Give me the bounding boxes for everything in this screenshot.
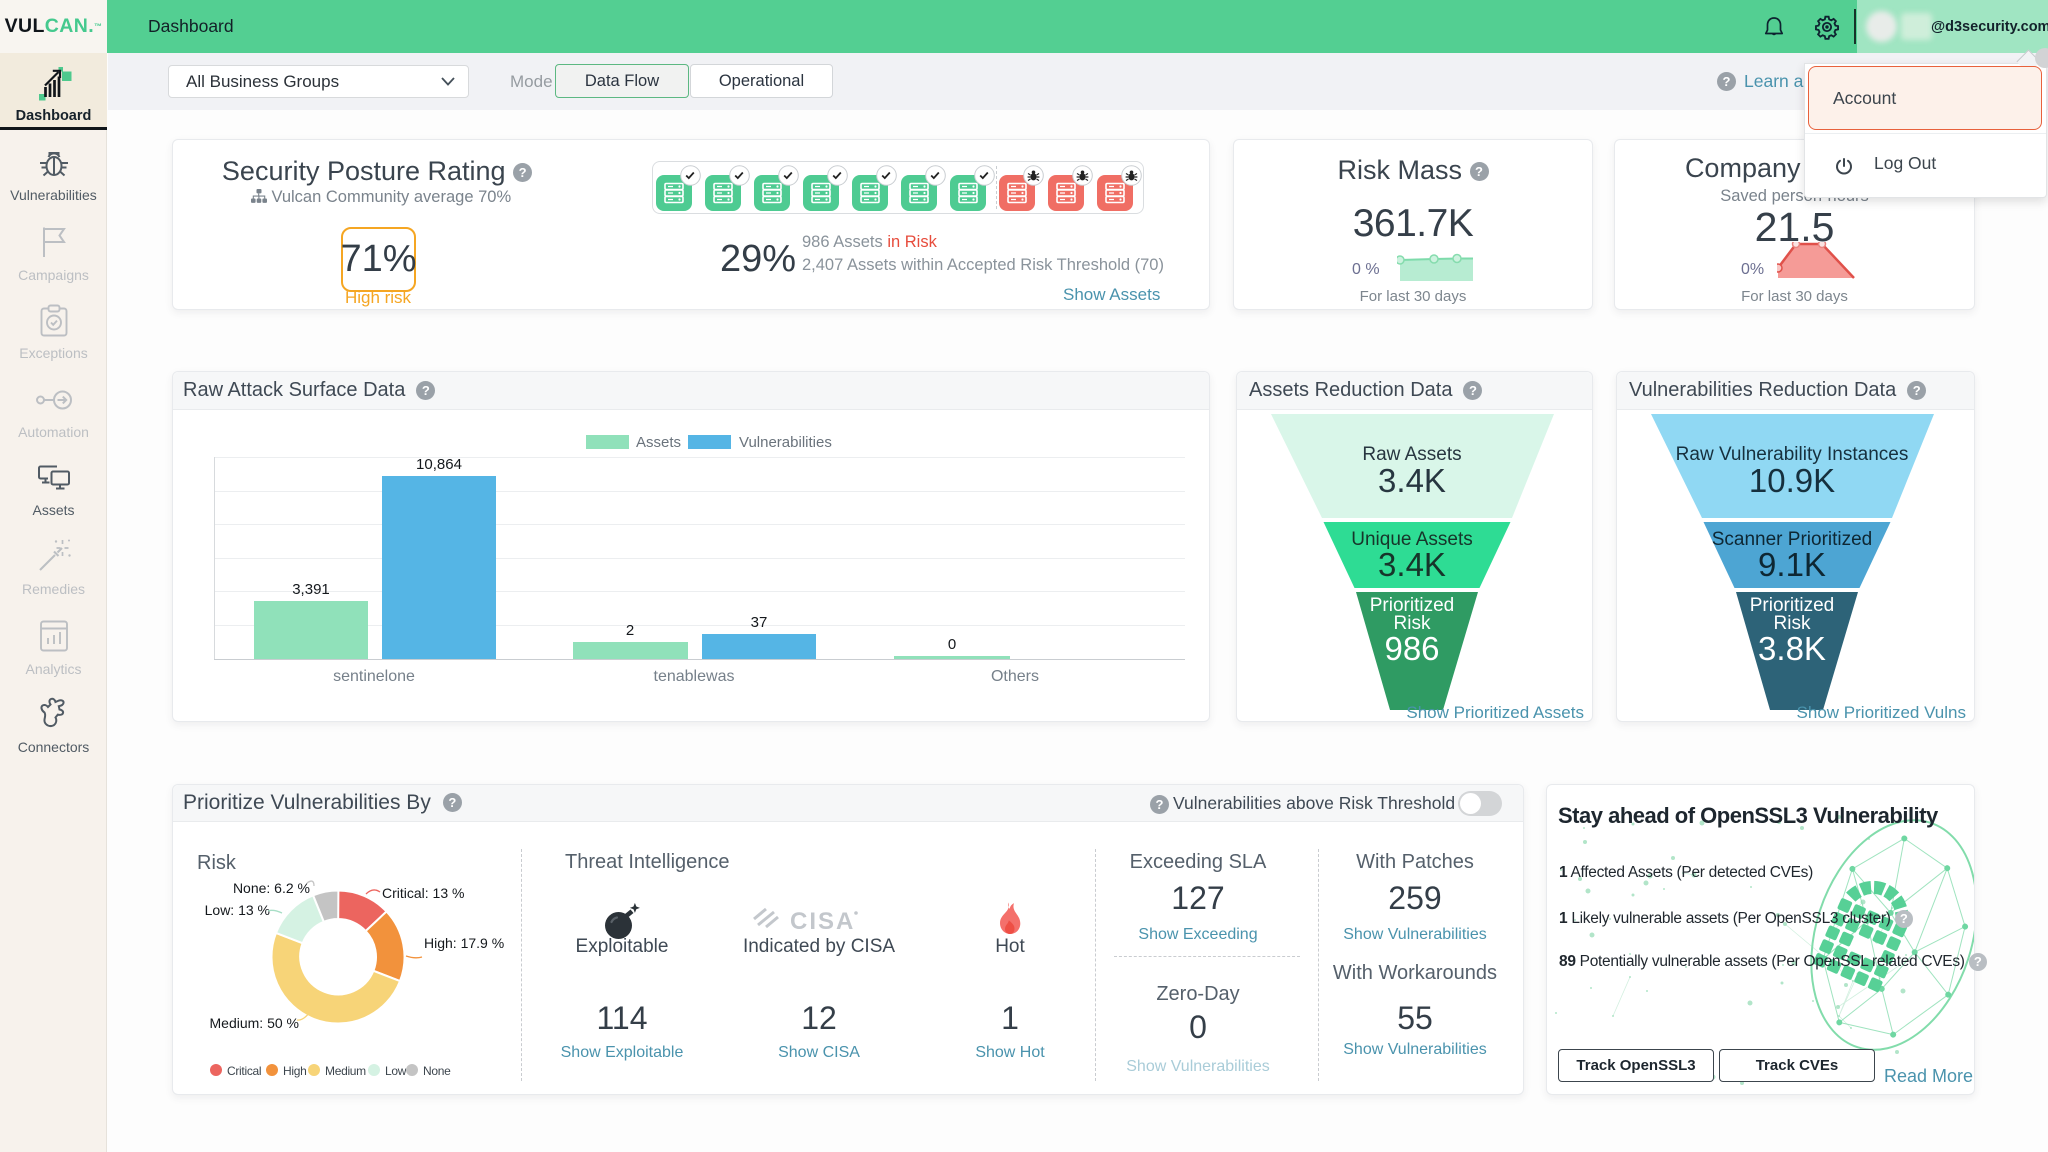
svg-text:CISA: CISA <box>790 908 855 935</box>
